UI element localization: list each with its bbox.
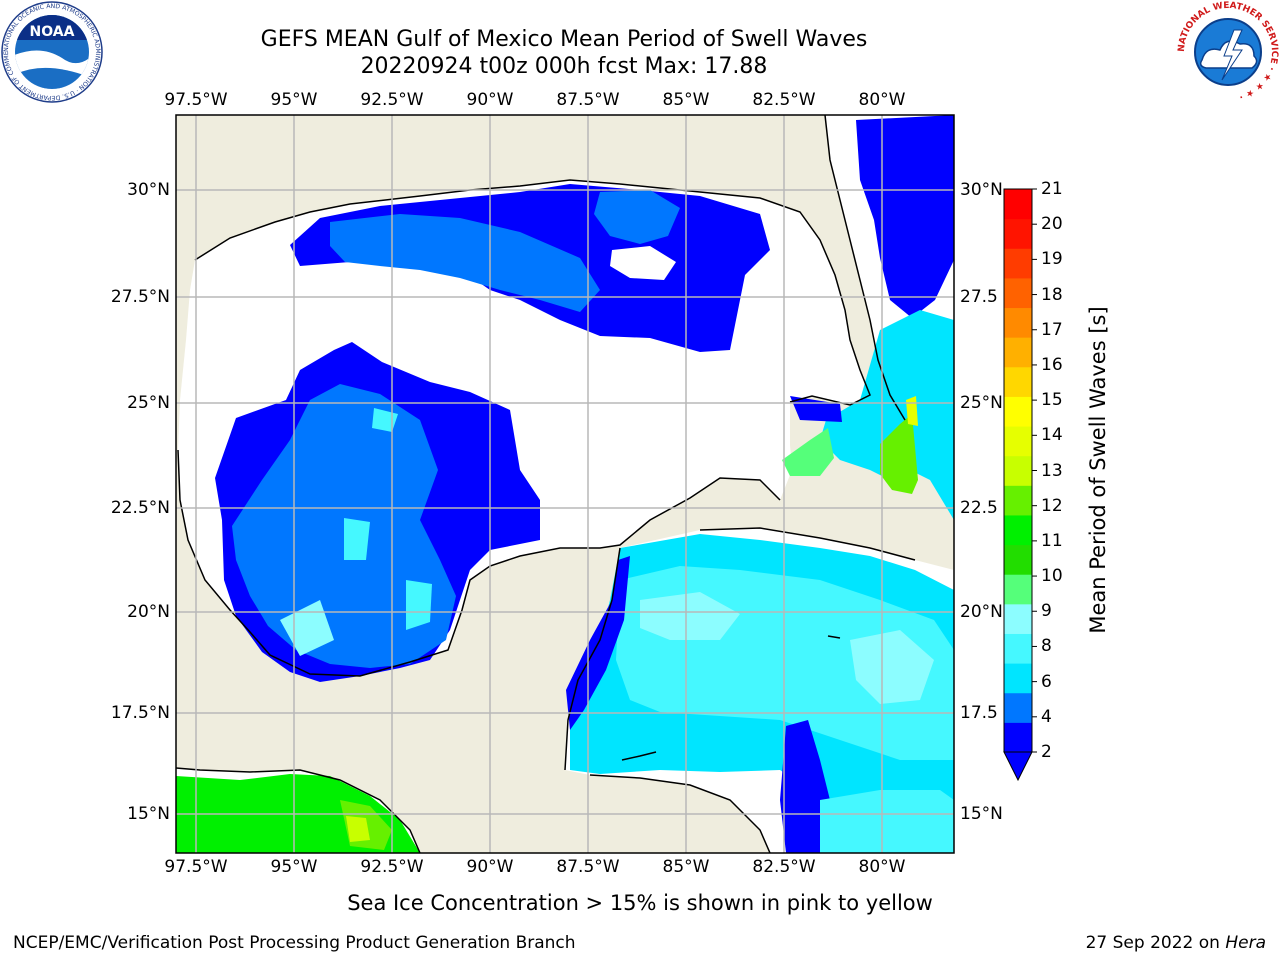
machine-name: Hera	[1225, 933, 1266, 953]
colorbar-segment	[1004, 307, 1032, 338]
lon-tick-top: 95°W	[270, 90, 318, 110]
lon-tick-top: 90°W	[466, 90, 514, 110]
colorbar-tick-label: 4	[1041, 706, 1052, 727]
lon-tick-bottom: 92.5°W	[360, 857, 424, 877]
colorbar-segment	[1004, 544, 1032, 575]
lat-tick-left: 30°N	[127, 180, 170, 200]
colorbar-tick-label: 12	[1041, 495, 1063, 516]
sea-ice-note: Sea Ice Concentration > 15% is shown in …	[347, 891, 933, 915]
colorbar-tick-label: 6	[1041, 671, 1052, 692]
lon-tick-top: 80°W	[858, 90, 906, 110]
colorbar-tick-label: 9	[1041, 601, 1052, 622]
lat-tick-left: 15°N	[127, 804, 170, 824]
lon-tick-bottom: 85°W	[662, 857, 710, 877]
lon-tick-bottom: 97.5°W	[164, 857, 228, 877]
lat-tick-right: 25°N	[960, 393, 1003, 413]
colorbar-segment	[1004, 337, 1032, 368]
lon-tick-top: 97.5°W	[164, 90, 228, 110]
lat-tick-right: 27.5	[960, 287, 998, 307]
lon-tick-bottom: 80°W	[858, 857, 906, 877]
date-line: 27 Sep 2022 on Hera	[1086, 933, 1266, 953]
colorbar-tick-label: 13	[1041, 460, 1063, 481]
colorbar-tick-label: 21	[1041, 179, 1063, 199]
nws-logo: NATIONAL WEATHER SERVICE · ★ ★ ★ ·	[1177, 1, 1279, 102]
colorbar-segment	[1004, 277, 1032, 309]
map-frame	[175, 114, 955, 854]
lat-tick-right: 22.5	[960, 498, 998, 518]
svg-text:NOAA: NOAA	[30, 24, 75, 40]
colorbar-segment	[1004, 692, 1032, 723]
colorbar-segment	[1004, 722, 1032, 753]
colorbar-tick-label: 10	[1041, 566, 1063, 587]
lat-tick-right: 15°N	[960, 804, 1003, 824]
lon-tick-top: 82.5°W	[752, 90, 816, 110]
lon-tick-bottom: 82.5°W	[752, 857, 816, 877]
lon-tick-bottom: 95°W	[270, 857, 318, 877]
map-subtitle: 20220924 t00z 000h fcst Max: 17.88	[360, 54, 768, 79]
colorbar-extend-arrow	[1003, 751, 1033, 782]
lon-tick-top: 92.5°W	[360, 90, 424, 110]
colorbar-segment	[1004, 633, 1032, 664]
colorbar	[1003, 188, 1037, 782]
lon-tick-bottom: 90°W	[466, 857, 514, 877]
lat-tick-right: 30°N	[960, 180, 1003, 200]
colorbar-tick-label: 16	[1041, 354, 1063, 375]
colorbar-label: Mean Period of Swell Waves [s]	[1086, 306, 1110, 634]
lon-tick-bottom: 87.5°W	[556, 857, 620, 877]
lat-tick-left: 22.5°N	[110, 498, 170, 518]
colorbar-tick-label: 18	[1041, 284, 1063, 305]
colorbar-segment	[1004, 574, 1032, 605]
colorbar-tick-label: 8	[1041, 636, 1052, 657]
colorbar-tick-label: 20	[1041, 214, 1063, 235]
colorbar-segment	[1004, 366, 1032, 397]
colorbar-tick-label: 19	[1041, 249, 1063, 270]
lat-tick-right: 17.5	[960, 703, 998, 723]
lat-tick-right: 20°N	[960, 602, 1003, 622]
lon-tick-top: 85°W	[662, 90, 710, 110]
colorbar-tick-label: 2	[1041, 742, 1052, 762]
colorbar-segment	[1004, 455, 1032, 486]
colorbar-tick-label: 15	[1041, 390, 1063, 411]
colorbar-segment	[1004, 514, 1032, 546]
graticule	[176, 115, 954, 853]
lat-tick-left: 17.5°N	[110, 703, 170, 723]
noaa-logo: NATIONAL OCEANIC AND ATMOSPHERIC ADMINIS…	[0, 0, 103, 103]
coastlines	[176, 115, 916, 853]
colorbar-tick-label: 11	[1041, 530, 1063, 551]
map-title: GEFS MEAN Gulf of Mexico Mean Period of …	[260, 27, 868, 52]
lat-tick-left: 25°N	[127, 393, 170, 413]
date-text: 27 Sep 2022 on	[1085, 933, 1220, 953]
lat-tick-left: 27.5°N	[110, 287, 170, 307]
colorbar-segment	[1004, 663, 1032, 694]
colorbar-tick-label: 14	[1041, 425, 1063, 446]
colorbar-segment	[1004, 218, 1032, 249]
colorbar-segment	[1004, 426, 1032, 457]
colorbar-segment	[1004, 603, 1032, 634]
map-area	[176, 115, 954, 853]
lat-tick-left: 20°N	[127, 602, 170, 622]
colorbar-segment	[1004, 189, 1032, 220]
credit-line: NCEP/EMC/Verification Post Processing Pr…	[13, 933, 576, 953]
colorbar-segment	[1004, 485, 1032, 516]
colorbar-segment	[1004, 248, 1032, 279]
colorbar-tick-label: 17	[1041, 319, 1063, 340]
colorbar-segment	[1004, 396, 1032, 427]
lon-tick-top: 87.5°W	[556, 90, 620, 110]
